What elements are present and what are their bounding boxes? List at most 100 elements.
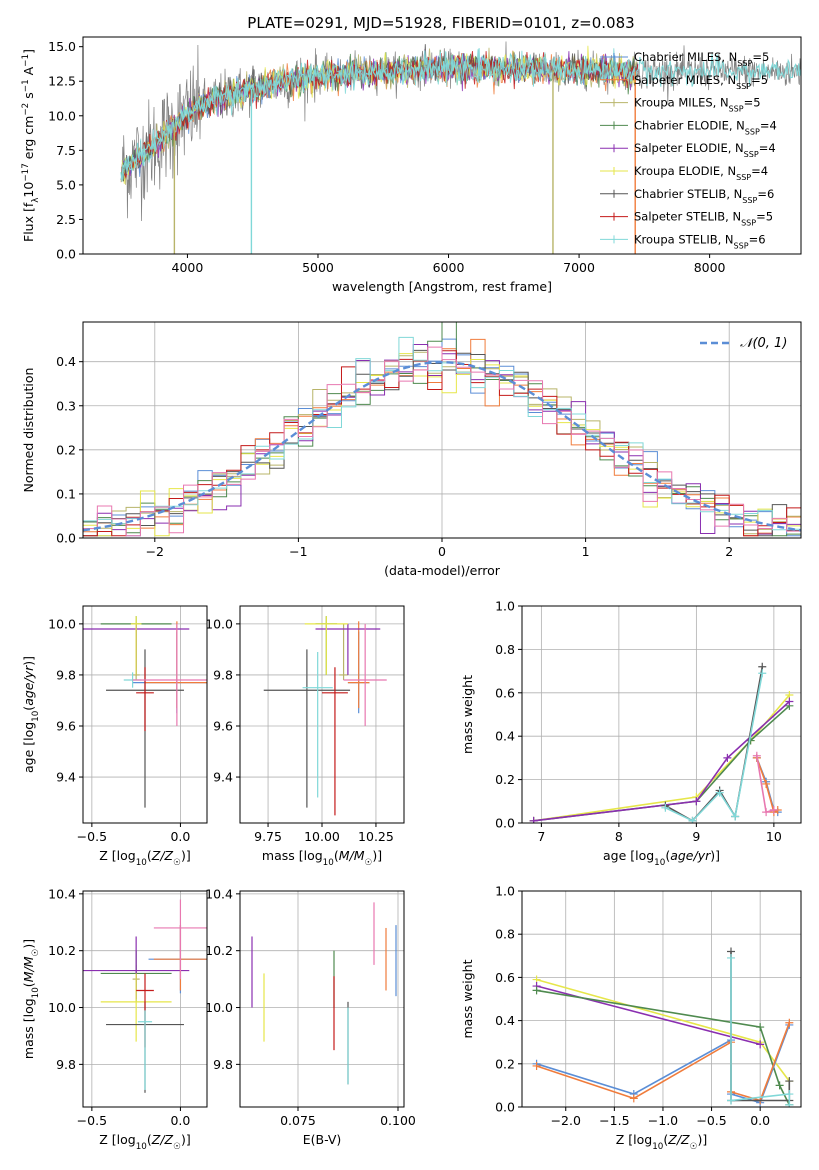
legend-label-salpeter_elodie-part: =4	[759, 141, 776, 155]
x-axis-label-part: )]	[372, 848, 382, 863]
y-axis-label-part: age/yr	[21, 665, 36, 706]
plot-area	[263, 616, 387, 816]
y-tick-label: 0.2	[495, 772, 515, 787]
legend-label-salpeter_stelib-part: Salpeter STELIB, N	[634, 210, 741, 224]
weight-marker-extra_pink	[752, 751, 761, 760]
weight-marker-salpeter_elodie	[756, 1040, 765, 1049]
y-tick-label: 10.4	[205, 886, 233, 901]
y-tick-label: 10.2	[205, 943, 233, 958]
weight-marker-kroupa_stelib	[731, 812, 740, 821]
x-axis-label-part: Z [log	[99, 848, 135, 863]
plot-area	[120, 41, 801, 254]
plot-area	[529, 662, 794, 823]
y-tick-label: 7.5	[56, 143, 76, 158]
legend-label-chabrier_miles: Chabrier MILES, NSSP=5	[634, 50, 769, 68]
x-axis-label-part: 10	[136, 858, 147, 868]
plot-area	[83, 899, 207, 1093]
x-tick-label: 10.00	[304, 829, 340, 844]
x-tick-label: 7000	[563, 260, 595, 275]
x-tick-label: 9.75	[254, 829, 282, 844]
y-axis-label-part: mass weight	[460, 959, 475, 1038]
y-tick-label: 0.3	[56, 398, 76, 413]
weight-line-salpeter_miles	[756, 757, 779, 814]
x-axis-label: Z [log10(Z/Z☉)]	[99, 848, 190, 868]
y-axis-label: mass [log10(M/M☉)]	[21, 939, 41, 1059]
y-axis-label-part: age [log	[21, 722, 36, 773]
x-tick-label: −1	[289, 544, 307, 559]
legend-label-kroupa_miles-part: SSP	[729, 104, 744, 113]
x-tick-label: 0.100	[380, 1113, 416, 1128]
x-tick-label: −0.5	[696, 1113, 726, 1128]
legend-label-kroupa_stelib-part: =6	[749, 232, 766, 246]
weight-marker-kroupa_stelib	[715, 788, 724, 797]
legend-label-salpeter_miles-part: =5	[751, 73, 768, 87]
y-tick-label: 9.4	[56, 770, 76, 785]
y-tick-label: 9.8	[213, 1057, 233, 1072]
x-tick-label: 7	[537, 829, 545, 844]
y-tick-label: 0.2	[56, 442, 76, 457]
x-axis-label-part: age/yr	[670, 848, 711, 863]
y-axis-label-part: 10	[31, 987, 41, 998]
x-tick-label: 0.0	[170, 1113, 190, 1128]
y-tick-label: 0.6	[495, 685, 515, 700]
x-tick-label: 8	[615, 829, 623, 844]
x-axis-label-part: Z [log	[616, 1132, 652, 1147]
y-tick-label: 10.4	[48, 886, 76, 901]
x-axis-label-part: Z/Z	[151, 848, 174, 863]
y-tick-label: 0.6	[495, 970, 515, 985]
legend-label-salpeter_miles: Salpeter MILES, NSSP=5	[634, 73, 768, 91]
y-axis-label: Normed distribution	[21, 368, 36, 493]
x-axis-label: E(B-V)	[303, 1132, 342, 1147]
x-axis-label-part: 10	[323, 858, 334, 868]
y-tick-label: 0.0	[56, 247, 76, 262]
model-line-salpeter_stelib	[122, 51, 639, 180]
weight-marker-kroupa_stelib	[785, 1090, 794, 1099]
histogram-kroupa_stelib	[83, 336, 801, 531]
y-tick-label: 0.8	[495, 927, 515, 942]
y-tick-label: 2.5	[56, 212, 76, 227]
y-tick-label: 0.4	[56, 354, 76, 369]
x-axis-label-part: )]	[181, 848, 191, 863]
y-axis-label: age [log10(age/yr)]	[21, 656, 41, 773]
weight-marker-salpeter_elodie	[692, 797, 701, 806]
y-tick-label: 0.0	[56, 531, 76, 546]
y-tick-label: 12.5	[48, 74, 76, 89]
y-tick-label: 5.0	[56, 177, 76, 192]
residuals-panel: −2 −1 0 1 2 0.0 0.1 0.2 0.3 0.4 (data-model)/error…	[21, 321, 802, 578]
x-tick-label: 0	[438, 544, 446, 559]
y-axis-label-part: Flux [f	[21, 202, 36, 242]
legend-label-chabrier_stelib-part: Chabrier STELIB, N	[634, 187, 742, 201]
weight-line-kroupa_stelib	[730, 958, 791, 1105]
y-axis-label-part: mass [log	[21, 998, 36, 1059]
weight-marker-kroupa_stelib	[661, 803, 670, 812]
x-axis-label-part: age [log	[603, 848, 654, 863]
mass-vs-metallicity-panel: −0.5 0.09.810.010.210.4Z [log10(Z/Z☉)]mas…	[21, 886, 208, 1152]
x-tick-label: 0.0	[750, 1113, 770, 1128]
legend-label-salpeter_elodie-part: SSP	[744, 150, 759, 159]
x-axis-label: mass [log10(M/M☉)]	[262, 848, 382, 868]
axes-frame	[82, 890, 208, 1108]
legend-label-chabrier_elodie-part: Chabrier ELODIE, N	[634, 118, 745, 132]
axes-frame	[239, 890, 405, 1108]
histogram-extra_pink	[83, 346, 801, 537]
y-tick-label: 0.4	[495, 1013, 515, 1028]
y-tick-label: 0.0	[495, 1100, 515, 1115]
y-tick-label: 1.0	[495, 884, 515, 899]
x-axis-label-part: (	[665, 848, 670, 863]
x-tick-label: −0.5	[77, 1113, 107, 1128]
weight-marker-salpeter_miles	[532, 1061, 541, 1070]
x-axis-label-part: (	[663, 1132, 668, 1147]
mass-vs-ebv-panel: 0.075 0.100 9.8 10.0 10.2 10.4 E(B-V)	[205, 886, 416, 1147]
legend-label-kroupa_elodie: Kroupa ELODIE, NSSP=4	[634, 164, 768, 182]
legend-label-kroupa_miles: Kroupa MILES, NSSP=5	[634, 96, 761, 114]
y-tick-label: 0.4	[495, 729, 515, 744]
x-axis-label-part: mass [log	[262, 848, 323, 863]
y-axis-label-part: Normed distribution	[21, 368, 36, 493]
y-axis-label-part: M/M	[21, 956, 36, 982]
plot-area	[83, 322, 801, 537]
x-axis-label-part: Z [log	[99, 1132, 135, 1147]
y-tick-label: 9.4	[213, 770, 233, 785]
legend-label-chabrier_elodie-part: SSP	[745, 127, 760, 136]
y-axis-label: Flux [fλ10−17 erg cm−2 s−1 A−1]	[21, 49, 41, 242]
plot-area	[532, 947, 794, 1107]
